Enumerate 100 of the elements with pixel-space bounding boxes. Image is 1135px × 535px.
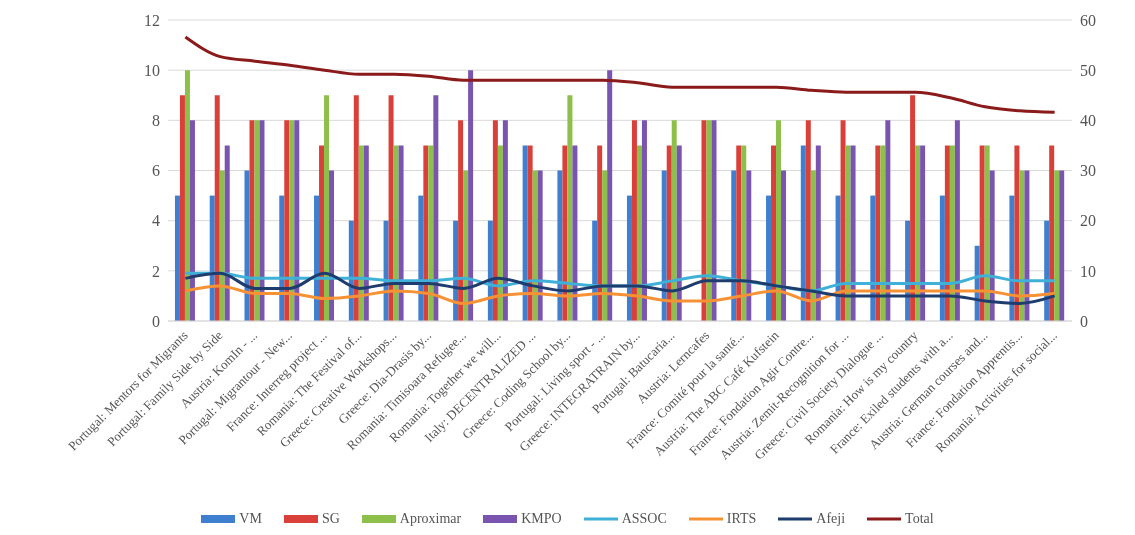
legend-label: Aproximar <box>399 511 462 527</box>
bar <box>388 95 394 321</box>
bar <box>676 145 682 321</box>
bar <box>810 170 816 321</box>
bar <box>597 145 603 321</box>
y2-tick-label: 20 <box>1080 212 1096 230</box>
bar <box>731 170 737 321</box>
bar <box>850 145 856 321</box>
bar <box>800 145 806 321</box>
legend-label: Total <box>905 511 934 527</box>
bar <box>636 145 642 321</box>
bar <box>393 145 399 321</box>
bar <box>314 195 320 321</box>
bar <box>502 120 508 321</box>
bar <box>880 145 886 321</box>
bar <box>423 145 429 321</box>
line-series <box>183 271 1057 305</box>
bar <box>329 170 335 321</box>
bar <box>458 120 464 321</box>
bar <box>771 145 777 321</box>
bar <box>905 220 911 321</box>
bar <box>244 170 250 321</box>
bar <box>631 120 637 321</box>
bar <box>363 145 369 321</box>
bar <box>418 195 424 321</box>
bar <box>666 145 672 321</box>
y2-tick-label: 60 <box>1080 11 1096 29</box>
y-tick-label: 4 <box>152 212 160 230</box>
bar <box>522 145 528 321</box>
bar <box>214 95 220 321</box>
bar <box>701 120 707 321</box>
bar <box>1019 170 1025 321</box>
bar <box>284 120 290 321</box>
bar <box>776 120 782 321</box>
bar <box>224 145 230 321</box>
bar <box>572 145 578 321</box>
legend-label: SG <box>321 511 340 527</box>
bar <box>254 120 260 321</box>
bar <box>319 145 325 321</box>
bar <box>492 120 498 321</box>
bar <box>741 145 747 321</box>
bar <box>706 120 712 321</box>
bar <box>979 145 985 321</box>
bar <box>1009 195 1015 321</box>
bar <box>766 195 772 321</box>
bar <box>954 120 960 321</box>
bar <box>453 220 459 321</box>
bar <box>294 120 300 321</box>
y2-tick-label: 10 <box>1080 262 1096 280</box>
bar <box>497 145 503 321</box>
legend-label: ASSOC <box>621 511 667 527</box>
bar <box>840 120 846 321</box>
bar <box>398 145 404 321</box>
bar <box>607 70 613 321</box>
bar <box>875 145 881 321</box>
bar <box>939 195 945 321</box>
bar <box>1014 145 1020 321</box>
legend-label: IRTS <box>726 511 757 527</box>
bar <box>562 145 568 321</box>
bar <box>781 170 787 321</box>
bar <box>567 95 573 321</box>
bar <box>920 145 926 321</box>
bar <box>279 195 285 321</box>
bar <box>259 120 265 321</box>
bar <box>557 170 563 321</box>
bar <box>184 70 190 321</box>
y2-tick-label: 0 <box>1080 312 1088 330</box>
bar <box>1059 170 1065 321</box>
y2-tick-label: 50 <box>1080 61 1096 79</box>
bar <box>989 170 995 321</box>
y2-tick-label: 40 <box>1080 112 1096 130</box>
y-tick-label: 8 <box>152 112 160 130</box>
bar <box>249 120 255 321</box>
bar <box>537 170 543 321</box>
bar <box>358 145 364 321</box>
bar <box>949 145 955 321</box>
bar <box>845 145 851 321</box>
bar <box>870 195 876 321</box>
bar <box>885 120 891 321</box>
y-tick-label: 2 <box>152 262 160 280</box>
y-tick-label: 0 <box>152 312 160 330</box>
bar <box>592 220 598 321</box>
bar <box>353 95 359 321</box>
y2-tick-label: 30 <box>1080 162 1096 180</box>
bar <box>641 120 647 321</box>
bar <box>661 170 667 321</box>
legend-label: Afeji <box>816 511 846 527</box>
bar <box>428 145 434 321</box>
bar <box>527 145 533 321</box>
bar <box>1049 145 1055 321</box>
y-tick-label: 12 <box>144 11 160 29</box>
bar <box>1054 170 1060 321</box>
legend-label: KMPO <box>521 511 562 527</box>
bar <box>835 195 841 321</box>
y-tick-label: 10 <box>144 61 160 79</box>
bar <box>736 145 742 321</box>
bar <box>805 120 811 321</box>
bar <box>219 170 225 321</box>
bar <box>671 120 677 321</box>
bar <box>746 170 752 321</box>
